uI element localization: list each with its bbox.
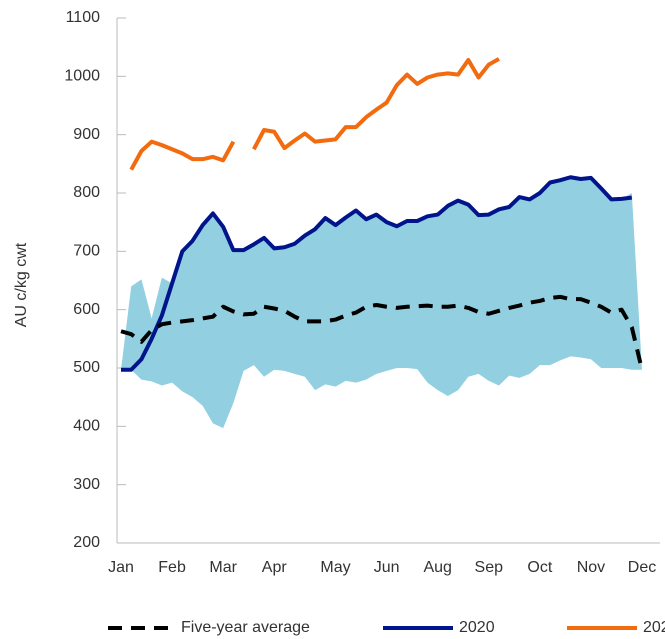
y-tick-label: 500 <box>73 359 100 376</box>
y-tick-label: 900 <box>73 126 100 143</box>
y-axis-label: AU c/kg cwt <box>13 242 30 327</box>
x-tick-label: Feb <box>158 559 186 576</box>
y-tick-label: 400 <box>73 418 100 435</box>
legend-label: 2021 <box>643 619 665 636</box>
x-tick-label: Jun <box>374 559 400 576</box>
y-tick-label: 800 <box>73 184 100 201</box>
series-line <box>129 57 500 171</box>
x-tick-label: Dec <box>628 559 656 576</box>
series-line <box>120 294 644 371</box>
x-tick-label: Sep <box>475 559 504 576</box>
range-band <box>121 177 642 429</box>
x-tick-label: Jan <box>108 559 134 576</box>
y-tick-label: 1000 <box>64 68 100 85</box>
y-tick-label: 1100 <box>66 9 101 26</box>
y-tick-label: 700 <box>73 243 100 260</box>
x-tick-label: Nov <box>577 559 605 576</box>
x-tick-label: May <box>320 559 350 576</box>
x-tick-label: Apr <box>262 559 288 576</box>
y-tick-label: 200 <box>73 534 100 551</box>
x-tick-label: Oct <box>527 559 552 576</box>
legend-label: Five-year average <box>181 619 310 636</box>
series-line <box>121 175 633 372</box>
y-tick-label: 300 <box>73 476 100 493</box>
x-tick-label: Mar <box>209 559 237 576</box>
y-tick-label: 600 <box>73 301 100 318</box>
x-tick-label: Aug <box>423 559 451 576</box>
legend-label: 2020 <box>459 619 495 636</box>
